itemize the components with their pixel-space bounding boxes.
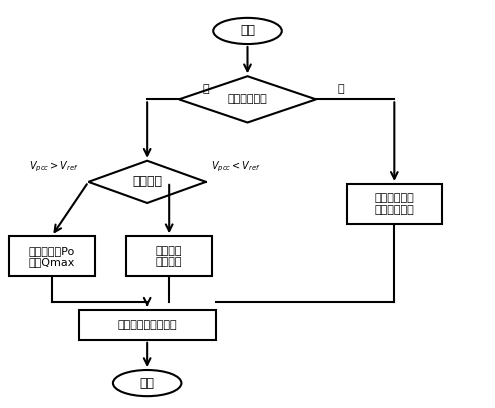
Text: 是: 是	[202, 84, 209, 94]
Text: 跌落程度: 跌落程度	[132, 175, 162, 188]
Text: 开始: 开始	[240, 24, 255, 38]
FancyBboxPatch shape	[79, 310, 216, 340]
Text: 是否电压跌落: 是否电压跌落	[228, 94, 267, 104]
Ellipse shape	[113, 370, 182, 396]
Text: 结束: 结束	[140, 377, 154, 390]
Ellipse shape	[213, 18, 282, 44]
Text: 计算内环电流参考值: 计算内环电流参考值	[117, 320, 177, 330]
Polygon shape	[89, 161, 206, 203]
Text: 内环电流参考
值由外环给定: 内环电流参考 值由外环给定	[374, 193, 414, 215]
Text: 锁定故障前Po
计算Qmax: 锁定故障前Po 计算Qmax	[29, 246, 75, 267]
Text: $V_{pcc}<V_{ref}$: $V_{pcc}<V_{ref}$	[211, 160, 260, 174]
Polygon shape	[179, 76, 316, 122]
Text: $V_{pcc}>V_{ref}$: $V_{pcc}>V_{ref}$	[29, 160, 79, 174]
FancyBboxPatch shape	[346, 184, 442, 224]
Text: 否: 否	[337, 84, 344, 94]
Text: 全部提供
无功功率: 全部提供 无功功率	[156, 246, 183, 267]
FancyBboxPatch shape	[126, 236, 212, 277]
FancyBboxPatch shape	[9, 236, 95, 277]
